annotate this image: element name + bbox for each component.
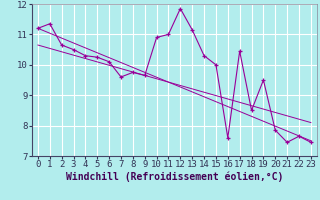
X-axis label: Windchill (Refroidissement éolien,°C): Windchill (Refroidissement éolien,°C)	[66, 172, 283, 182]
